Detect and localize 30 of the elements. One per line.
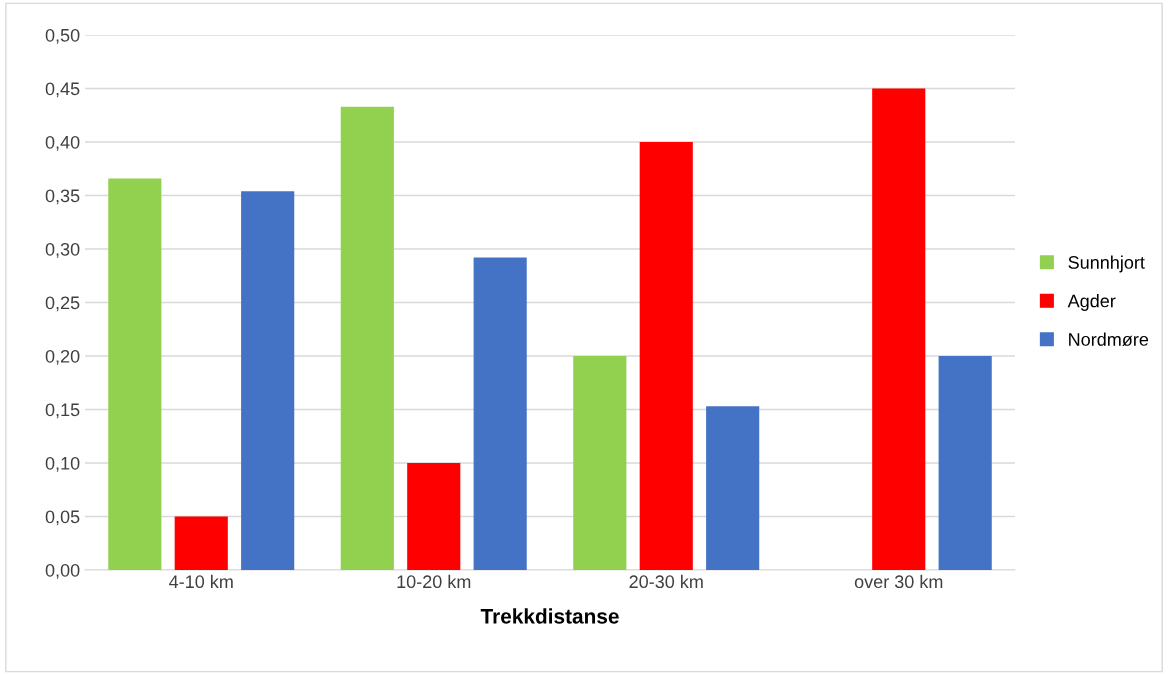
y-tick-label: 0,30	[45, 242, 80, 258]
legend-label: Sunnhjort	[1068, 255, 1145, 273]
bar	[108, 178, 162, 570]
bar	[938, 356, 992, 570]
y-tick-label: 0,45	[45, 82, 80, 98]
x-axis-title: Trekkdistanse	[480, 608, 619, 624]
y-tick-label: 0,05	[45, 510, 80, 526]
bar	[706, 406, 760, 570]
x-tick-label: 10-20 km	[397, 574, 471, 589]
bar	[872, 88, 926, 570]
y-tick-label: 0,40	[45, 135, 80, 151]
bar	[573, 356, 627, 570]
y-tick-label: 0,15	[45, 403, 80, 419]
bar	[174, 516, 228, 570]
bar	[340, 106, 394, 570]
y-tick-label: 0,10	[45, 456, 80, 472]
y-tick-label: 0,25	[45, 296, 80, 312]
bar	[473, 257, 527, 570]
y-tick-label: 0,35	[45, 189, 80, 205]
x-tick-label: 20-30 km	[629, 574, 703, 589]
bar	[407, 463, 461, 570]
x-tick-label: over 30 km	[854, 574, 943, 589]
bar	[639, 142, 693, 570]
y-tick-label: 0,50	[45, 28, 80, 44]
bar	[241, 191, 295, 570]
legend-label: Nordmøre	[1069, 332, 1149, 346]
y-tick-label: 0,00	[45, 563, 80, 579]
legend-label: Agder	[1067, 294, 1116, 311]
x-tick-label: 4-10 km	[169, 574, 233, 589]
y-tick-label: 0,20	[45, 349, 80, 365]
